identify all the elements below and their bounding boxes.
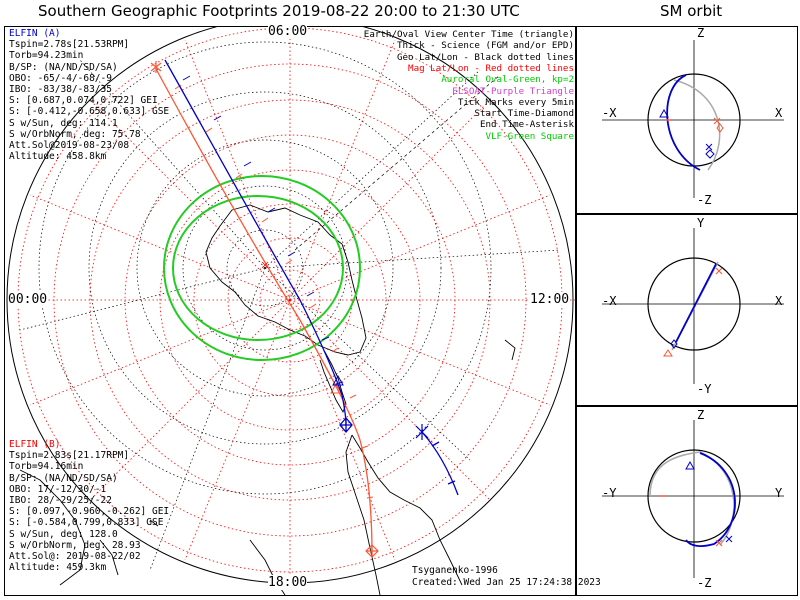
legend-entry: VLF-Green Square [485, 130, 574, 142]
elfin-a-lines: Tspin=2.78s[21.53RPM] Torb=94.23min B/SP: … [9, 39, 169, 162]
sm-plot-xz [602, 40, 784, 198]
legend-entry: Tick Marks every 5min [457, 96, 574, 108]
elfin-b-info-line: Tspin=2.83s[21.17RPM] [9, 450, 130, 462]
sm3-axis-left: -Y [602, 486, 617, 500]
elfin-b-info-line: S w/Sun, deg: 128.0 [9, 528, 118, 540]
sm2-axis-bottom: -Y [697, 382, 712, 396]
credits-author: Tsyganenko-1996 [412, 565, 498, 576]
elfin-a-info-line: S w/Sun, deg: 114.1 [9, 117, 118, 129]
elfin-b-info-line: S: [-0.584,0.799,0.833] GSE [9, 517, 164, 529]
elfin-b-info-line: Torb=94.16min [9, 461, 84, 473]
elfin-a-name: ELFIN (A) [9, 28, 61, 39]
elfin-b-info-line: OBO: 17/-12/30/-1 [9, 483, 107, 495]
elfin-b-end-asterisk [150, 61, 162, 73]
elfin-b-info-line: Att.Sol@: 2019-08-22/02 [9, 551, 141, 563]
legend-entry: Start Time-Diamond [474, 108, 574, 120]
elfin-b-info-line: Altitude: 459.3km [9, 562, 107, 574]
elfin-a-info: ELFIN (A) Tspin=2.78s[21.53RPM] Torb=94.2… [9, 28, 169, 162]
elfin-a-center-triangle [332, 374, 344, 386]
elfin-b-lines: Tspin=2.83s[21.17RPM] Torb=94.16min B/SP: … [9, 450, 169, 573]
auroral-oval-inner [172, 195, 344, 341]
legend-entry: Earth/Oval View Center Time (triangle) [363, 29, 574, 40]
elfin-a-info-line: Torb=94.23min [9, 50, 84, 62]
elfin-a-info-line: S: [-0.412,-0.658,0.633] GSE [9, 106, 170, 118]
elfin-b-name: ELFIN (B) [9, 439, 61, 450]
hour-label-top: 06:00 [268, 24, 308, 39]
sm-orbit-title: SM orbit [660, 2, 723, 20]
sm1-axis-top: Z [697, 26, 705, 40]
pole-marker [261, 261, 269, 269]
credits-created: Created: Wed Jan 25 17:24:38 2023 [412, 577, 601, 588]
legend-entry: Thick - Science (FGM and/or EPD) [396, 40, 574, 52]
elfin-a-info-line: S w/OrbNorm, deg: 75.78 [9, 128, 141, 140]
elfin-b-info-line: IBO: 28/-29/25/-22 [9, 495, 112, 507]
legend: Earth/Oval View Center Time (triangle) Th… [364, 29, 574, 149]
sm2-axis-left: -X [602, 294, 617, 308]
antarctica-coast [205, 204, 367, 356]
geo-grid [19, 41, 561, 571]
sm1-axis-right: X [775, 106, 783, 120]
sm2-axis-top: Y [697, 216, 705, 230]
sm-plot-yz [602, 420, 784, 578]
legend-entry: Geo Lat/Lon - Black dotted lines [396, 51, 574, 63]
hour-label-right: 12:00 [530, 292, 570, 307]
sm-panel-2 [576, 214, 798, 406]
sm1-axis-left: -X [602, 106, 617, 120]
page-title: Southern Geographic Footprints 2019-08-2… [38, 2, 520, 20]
elfin-b-info-line: B/SP: (NA/ND/SD/SA) [9, 472, 118, 484]
sm1-axis-bottom: -Z [697, 193, 712, 207]
sm3-axis-top: Z [697, 408, 705, 422]
elfin-a-info-line: OBO: -65/-4/-68/-9 [9, 72, 112, 84]
elfin-a-info-line: S: [0.687,0.074,0.722] GEI [9, 95, 158, 107]
hour-label-bottom: 18:00 [268, 575, 308, 590]
legend-entry: Mag Lat/Lon - Red dotted lines [408, 62, 574, 74]
legend-entry: End Time-Asterisk [479, 119, 574, 131]
sm3-axis-right: Y [775, 486, 783, 500]
legend-entry: Auroral Oval-Green, kp=2 [441, 74, 574, 86]
sm-panel-3 [576, 406, 798, 596]
elfin-a-info-line: IBO: -83/38/-83/35 [9, 84, 112, 96]
auroral-oval-outer [163, 175, 361, 361]
elfin-b-info: ELFIN (B) Tspin=2.83s[21.17RPM] Torb=94.1… [9, 439, 169, 573]
hour-label-left: 00:00 [8, 292, 48, 307]
elfin-b-info-line: S: [0.097,-0.960,-0.262] GEI [9, 506, 170, 518]
elfin-a-end-asterisk [415, 424, 429, 440]
australia-coast [19, 469, 119, 586]
elfin-a-info-line: B/SP: (NA/ND/SD/SA) [9, 61, 118, 73]
elfin-a-info-line: Tspin=2.78s[21.53RPM] [9, 39, 130, 51]
legend-entry: ELSOAT-Purple Triangle [452, 85, 574, 97]
elfin-a-start-diamond [339, 417, 353, 433]
sm-panel-1 [576, 26, 798, 214]
elfin-b-info-line: S w/OrbNorm, deg: 28.93 [9, 539, 141, 551]
elfin-b-start-diamond [365, 544, 379, 558]
south-america-coast [345, 434, 463, 595]
elfin-a-info-line: Att.Sol@2019-08-23/08 [9, 140, 130, 152]
sm2-axis-right: X [775, 294, 783, 308]
islands-coast [149, 339, 516, 527]
elfin-a-info-line: Altitude: 458.8km [9, 151, 107, 163]
sm-plot-xy [602, 228, 784, 384]
elfin-b-center-triangle [330, 382, 342, 394]
sm3-axis-bottom: -Z [697, 576, 712, 590]
